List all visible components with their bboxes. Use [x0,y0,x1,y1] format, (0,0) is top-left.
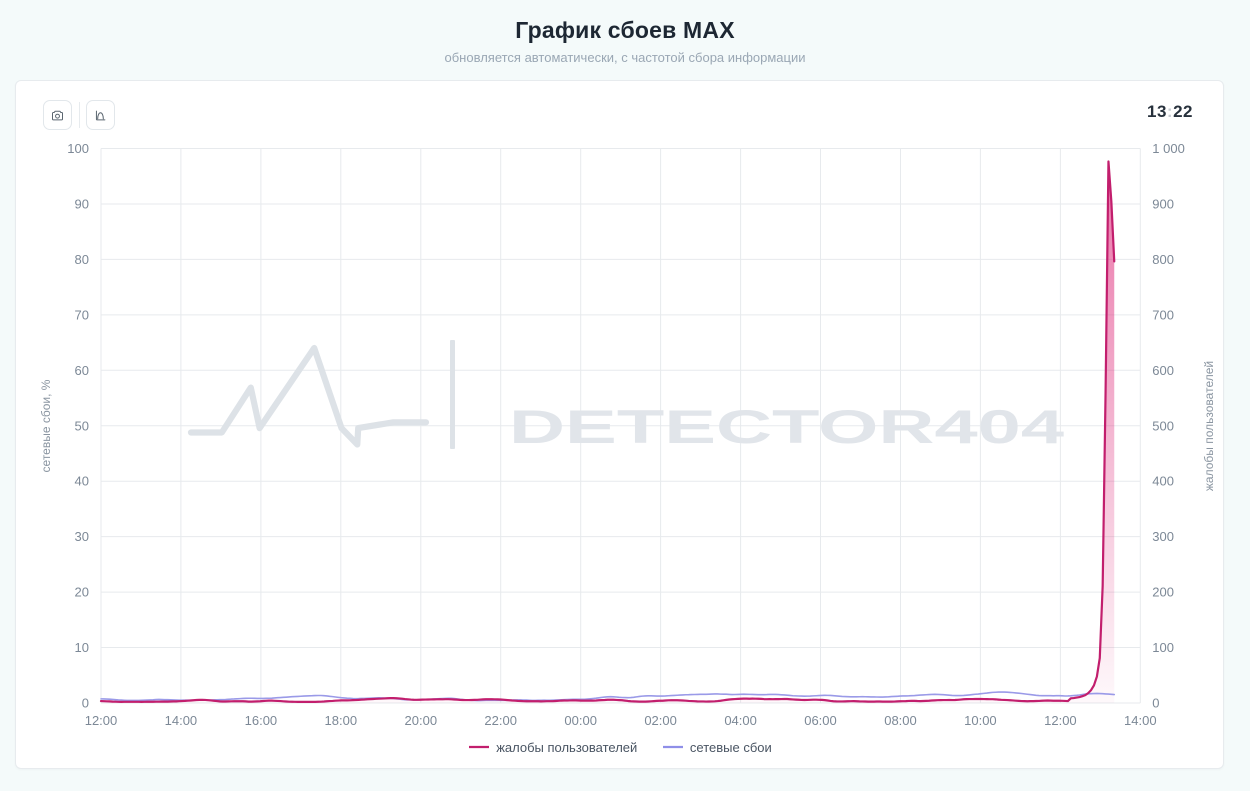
svg-text:18:00: 18:00 [325,713,358,728]
svg-text:06:00: 06:00 [804,713,837,728]
svg-text:04:00: 04:00 [724,713,757,728]
svg-text:300: 300 [1152,529,1174,544]
svg-text:800: 800 [1152,252,1174,267]
svg-text:50: 50 [75,418,89,433]
svg-text:10:00: 10:00 [964,713,997,728]
svg-text:14:00: 14:00 [1124,713,1157,728]
svg-text:08:00: 08:00 [884,713,917,728]
svg-text:DETECTOR404: DETECTOR404 [509,400,1064,453]
svg-text:00:00: 00:00 [564,713,597,728]
svg-text:400: 400 [1152,474,1174,489]
svg-text:20: 20 [75,585,89,600]
svg-text:10: 10 [75,640,89,655]
svg-text:20:00: 20:00 [405,713,438,728]
svg-text:40: 40 [75,474,89,489]
svg-text:0: 0 [82,696,89,711]
svg-text:1 000: 1 000 [1152,141,1185,156]
svg-text:100: 100 [1152,640,1174,655]
svg-text:200: 200 [1152,585,1174,600]
svg-text:02:00: 02:00 [644,713,677,728]
svg-text:900: 900 [1152,196,1174,211]
svg-text:0: 0 [1152,696,1159,711]
svg-text:30: 30 [75,529,89,544]
svg-text:90: 90 [75,196,89,211]
svg-text:700: 700 [1152,307,1174,322]
svg-text:16:00: 16:00 [245,713,278,728]
svg-text:12:00: 12:00 [1044,713,1077,728]
svg-text:80: 80 [75,252,89,267]
svg-text:12:00: 12:00 [85,713,118,728]
svg-text:600: 600 [1152,363,1174,378]
svg-text:14:00: 14:00 [165,713,198,728]
svg-text:22:00: 22:00 [484,713,517,728]
svg-text:60: 60 [75,363,89,378]
svg-text:100: 100 [67,141,89,156]
svg-text:70: 70 [75,307,89,322]
svg-text:500: 500 [1152,418,1174,433]
